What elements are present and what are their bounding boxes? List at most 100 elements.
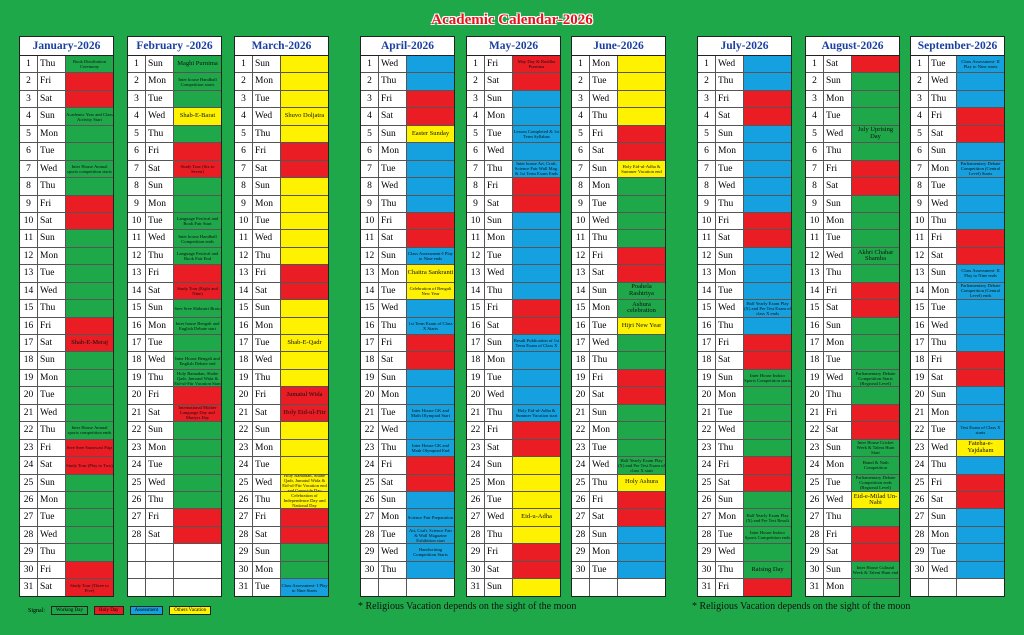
day-number: 27	[698, 509, 716, 526]
day-number: 24	[911, 457, 929, 474]
day-number: 21	[911, 404, 929, 422]
day-row: 21 Sun	[572, 404, 665, 423]
weekday: Thu	[485, 404, 513, 422]
day-row: 22 Sun	[235, 422, 328, 440]
event-cell: Sree Sree Saraswati Puja	[66, 439, 113, 457]
day-row: 23 Thu Inter House GK and Math Olympiad En…	[361, 439, 454, 458]
weekday: Sat	[38, 457, 66, 474]
event-cell	[852, 544, 899, 561]
event-cell: Jumatul Wida	[281, 387, 328, 404]
weekday: Sun	[824, 561, 852, 579]
event-cell: Inter House Cultural Week & Talent Hunt …	[852, 561, 899, 579]
day-number: 6	[20, 143, 38, 160]
day-row: 11 Sat	[698, 230, 791, 248]
day-number: 14	[128, 282, 146, 300]
weekday: Wed	[716, 544, 744, 561]
day-row: 21 Wed	[20, 404, 113, 423]
day-row: 29 Wed Handwriting Competition Starts	[361, 544, 454, 562]
day-number: 10	[806, 212, 824, 230]
event-cell	[66, 265, 113, 282]
day-row: 31 Sat Study Tour (Three to Five)	[20, 579, 113, 596]
day-row	[128, 579, 221, 596]
event-cell	[174, 491, 221, 509]
day-row: 8 Tue	[911, 178, 1004, 196]
weekday: Mon	[590, 56, 618, 73]
event-cell	[281, 422, 328, 439]
day-number: 30	[467, 561, 485, 579]
day-number: 11	[806, 230, 824, 247]
event-cell	[744, 387, 791, 404]
weekday	[146, 579, 174, 596]
event-cell	[66, 178, 113, 195]
weekday: Fri	[824, 282, 852, 300]
weekday: Fri	[824, 526, 852, 544]
event-cell	[852, 352, 899, 369]
weekday: Tue	[38, 387, 66, 404]
weekday: Mon	[590, 544, 618, 561]
weekday: Wed	[929, 561, 957, 579]
day-row: 3 Mon	[806, 90, 899, 109]
event-cell	[407, 352, 454, 369]
day-number: 18	[806, 352, 824, 369]
day-row: 3 Sun	[467, 90, 560, 109]
event-cell	[281, 300, 328, 317]
day-number: 2	[20, 73, 38, 90]
day-number: 1	[128, 56, 146, 73]
weekday: Sat	[38, 212, 66, 230]
day-row: 22 Fri	[467, 422, 560, 440]
event-cell	[281, 544, 328, 561]
day-number: 9	[911, 195, 929, 212]
day-number: 2	[361, 73, 379, 90]
weekday: Tue	[824, 230, 852, 247]
day-row: 25 Wed Holy Ramadan, Shabe Qadr, Jumatul W…	[235, 474, 328, 492]
weekday: Tue	[929, 544, 957, 561]
day-number: 4	[361, 108, 379, 125]
weekday: Fri	[824, 404, 852, 422]
day-row: 6 Wed	[467, 143, 560, 161]
event-cell	[66, 317, 113, 334]
day-row: 21 Tue	[698, 404, 791, 423]
day-row: 17 Thu	[911, 335, 1004, 353]
day-number: 28	[20, 526, 38, 544]
day-row: 22 Wed	[361, 422, 454, 440]
day-row: 12 Tue	[467, 247, 560, 266]
weekday: Tue	[929, 178, 957, 195]
weekday: Wed	[253, 230, 281, 247]
weekday: Sun	[929, 387, 957, 404]
day-row: 6 Sun	[911, 143, 1004, 161]
weekday: Mon	[716, 509, 744, 526]
weekday: Sat	[590, 265, 618, 282]
day-number: 22	[806, 422, 824, 439]
day-row: 6 Fri	[235, 143, 328, 161]
event-cell	[744, 108, 791, 125]
event-cell	[174, 561, 221, 579]
day-number: 23	[20, 439, 38, 457]
day-number: 18	[235, 352, 253, 369]
event-cell	[852, 56, 899, 73]
day-number: 18	[361, 352, 379, 369]
day-number: 17	[467, 335, 485, 352]
event-cell	[957, 178, 1004, 195]
weekday	[146, 561, 174, 579]
weekday: Tue	[38, 265, 66, 282]
day-row: 7 Fri	[806, 160, 899, 179]
day-row: 27 Wed Eid-u-Adha	[467, 509, 560, 527]
event-cell	[744, 56, 791, 73]
day-row: 9 Mon	[128, 195, 221, 213]
day-row: 2 Sat	[467, 73, 560, 91]
day-row: 8 Sun	[128, 178, 221, 196]
day-number: 8	[20, 178, 38, 195]
event-cell	[281, 178, 328, 195]
day-row: 14 Sat Study Tour (Eight and Nine)	[128, 282, 221, 301]
weekday: Wed	[824, 125, 852, 143]
day-number: 4	[128, 108, 146, 125]
weekday: Sat	[590, 387, 618, 404]
event-cell	[852, 212, 899, 230]
weekday: Wed	[379, 422, 407, 439]
day-number: 8	[235, 178, 253, 195]
weekday: Sun	[716, 491, 744, 509]
day-row: 27 Fri	[128, 509, 221, 527]
day-row: 17 Sat Shab-E-Meraj	[20, 335, 113, 353]
weekday: Fri	[929, 474, 957, 491]
event-cell	[744, 544, 791, 561]
